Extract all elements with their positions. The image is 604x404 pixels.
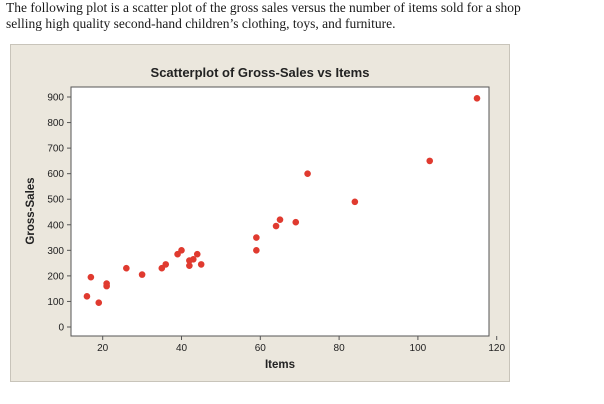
data-point [253,247,260,254]
y-tick-label: 700 [47,144,64,155]
data-point [138,271,146,278]
data-point [253,234,260,241]
data-point [473,94,481,102]
data-point [123,264,130,272]
x-tick-label: 80 [334,343,346,354]
data-point [304,170,311,177]
data-point [83,293,91,300]
x-tick-label: 40 [176,343,188,354]
intro-line-1: The following plot is a scatter plot of … [6,0,521,15]
y-tick-label: 400 [47,220,64,231]
x-tick-label: 120 [488,343,505,354]
data-point [272,222,280,230]
y-tick-label: 600 [47,169,64,180]
x-axis: 20 40 60 80 100 120 [97,336,505,354]
intro-paragraph: The following plot is a scatter plot of … [6,0,596,32]
data-point [103,280,110,287]
data-point [193,250,201,258]
data-point [426,157,434,165]
chart-title: Scatterplot of Gross-Sales vs Items [151,65,370,80]
data-point [197,261,205,268]
y-tick-label: 200 [47,271,64,282]
scatterplot: Scatterplot of Gross-Sales vs Items 0 100… [25,65,505,371]
y-tick-label: 800 [47,118,64,129]
plot-area [70,86,490,337]
y-tick-label: 0 [58,323,64,334]
data-point [95,299,103,307]
data-points [83,94,481,307]
x-axis-label: Items [265,359,295,371]
y-axis: 0 100 200 300 400 500 600 700 800 900 [47,93,71,334]
data-point [186,262,193,269]
data-point [162,261,170,268]
x-tick-label: 100 [410,343,427,354]
y-tick-label: 100 [47,297,64,308]
data-point [276,216,284,223]
data-point [87,273,95,281]
data-point [292,218,300,226]
data-point [351,198,359,206]
chart-frame: Scatterplot of Gross-Sales vs Items 0 100… [10,44,510,382]
x-tick-label: 20 [97,343,109,354]
y-tick-label: 900 [47,93,64,104]
y-axis-label: Gross-Sales [25,177,37,244]
x-tick-label: 60 [255,343,267,354]
data-point [190,255,197,263]
y-tick-label: 300 [47,246,64,257]
y-tick-label: 500 [47,195,64,206]
data-point [178,247,185,254]
intro-line-2: selling high quality second-hand childre… [6,16,396,31]
